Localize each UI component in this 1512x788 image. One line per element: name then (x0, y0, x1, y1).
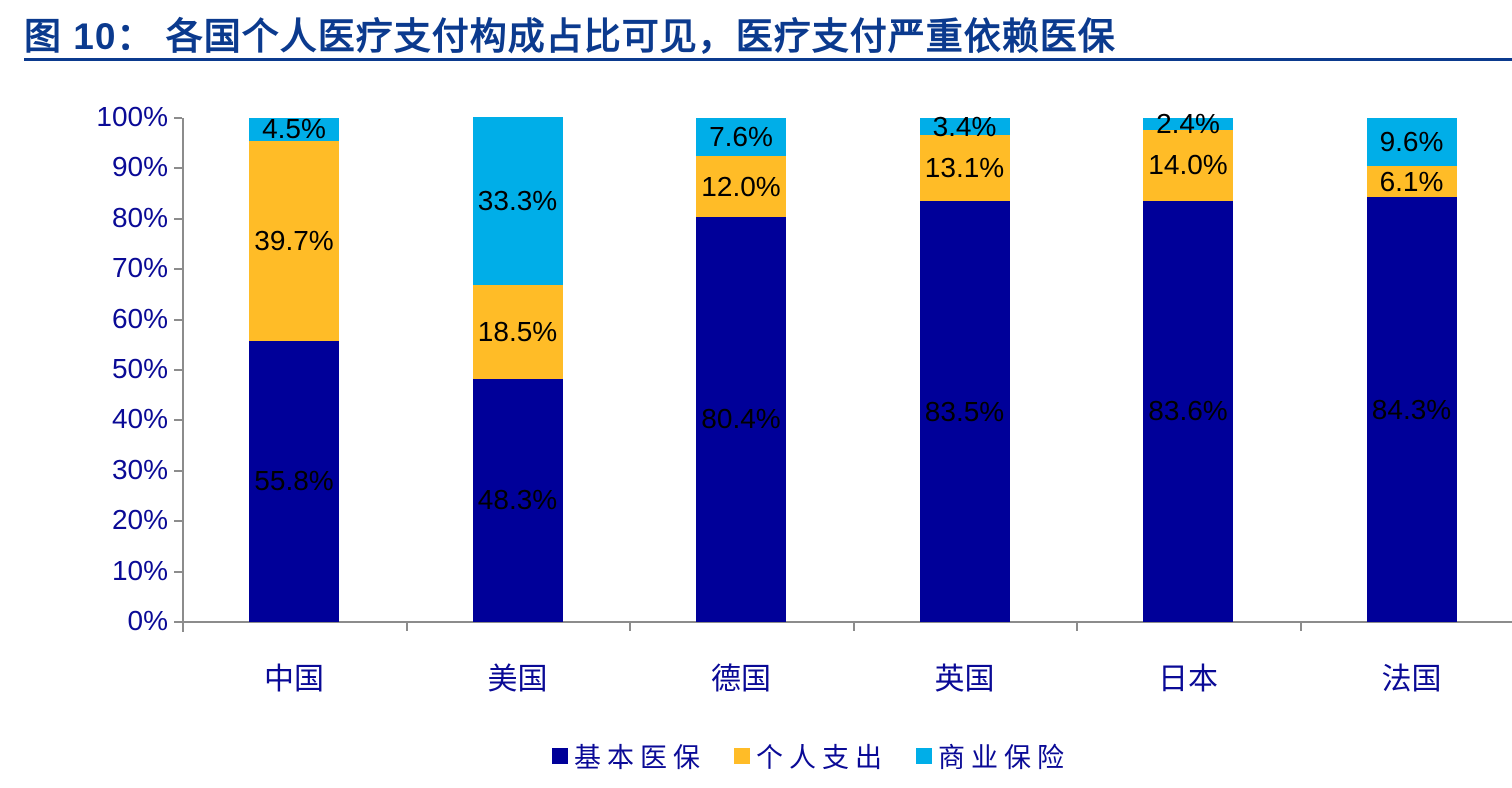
x-category-label: 中国 (264, 662, 324, 697)
y-tick-label: 30% (111, 453, 168, 485)
y-tick-label: 10% (111, 554, 168, 586)
bar-segment (1366, 118, 1457, 167)
data-label: 7.6% (709, 121, 773, 153)
legend-label: 基本医保 (574, 743, 706, 774)
bar-segment (472, 378, 563, 622)
y-tick-label: 90% (111, 151, 168, 183)
bar-segment (919, 201, 1010, 622)
data-label: 33.3% (477, 185, 558, 217)
x-category-label: 法国 (1381, 662, 1442, 697)
bar-segment (919, 135, 1010, 202)
bar-segment (919, 118, 1010, 136)
y-tick-label: 50% (111, 353, 168, 384)
bar-segment (249, 118, 339, 141)
y-tick (174, 419, 182, 422)
y-tick-label: 20% (111, 504, 168, 536)
y-tick (174, 469, 182, 472)
y-tick (174, 268, 182, 271)
data-label: 84.3% (1371, 393, 1452, 425)
bar-segment (1366, 197, 1457, 622)
data-label: 4.5% (262, 113, 326, 145)
data-label: 3.4% (932, 110, 997, 142)
y-tick (174, 318, 182, 321)
bar-segment (472, 117, 563, 286)
bar-segment (1366, 166, 1457, 198)
data-label: 2.4% (1156, 108, 1220, 140)
bar-segment (249, 140, 339, 341)
x-category-label: 日本 (1158, 662, 1218, 697)
data-label: 39.7% (254, 224, 334, 256)
bar-segment (696, 118, 786, 157)
bar-segment (1143, 200, 1233, 622)
legend-swatch-icon (734, 747, 750, 764)
data-label: 80.4% (701, 403, 781, 435)
y-tick (174, 217, 182, 220)
bar-segment (249, 340, 339, 622)
data-label: 55.8% (254, 465, 334, 497)
data-label: 6.1% (1379, 165, 1444, 197)
y-tick-label: 40% (111, 403, 168, 435)
data-label: 48.3% (477, 484, 558, 516)
y-tick-label: 100% (96, 101, 168, 132)
x-category-label: 美国 (487, 662, 548, 697)
legend-item: 个人支出 (734, 736, 888, 775)
y-tick (174, 117, 182, 119)
legend: 基本医保 个人支出 商业保险 (552, 736, 1098, 775)
y-tick (174, 621, 182, 623)
y-tick (174, 167, 182, 170)
y-tick-label: 80% (111, 201, 168, 233)
x-tick (1299, 622, 1302, 631)
x-axis-line (182, 621, 1512, 623)
data-label: 83.6% (1148, 395, 1228, 427)
data-label: 83.5% (924, 395, 1005, 427)
y-tick (174, 369, 182, 371)
legend-item: 基本医保 (552, 736, 706, 775)
bar-segment (1143, 118, 1233, 131)
y-tick (174, 570, 182, 573)
legend-swatch-icon (916, 747, 932, 764)
data-label: 14.0% (1148, 149, 1228, 181)
x-tick (1076, 622, 1078, 631)
legend-swatch-icon (552, 747, 568, 764)
y-tick-label: 70% (111, 252, 168, 284)
x-tick (182, 622, 184, 631)
data-label: 9.6% (1379, 126, 1444, 158)
bar-segment (696, 216, 786, 622)
y-tick (174, 520, 182, 523)
x-tick (852, 622, 855, 631)
legend-item: 商业保险 (916, 736, 1070, 775)
legend-label: 个人支出 (756, 743, 888, 774)
data-label: 12.0% (701, 170, 781, 202)
y-axis-line (182, 118, 184, 632)
title-underline (24, 58, 1512, 61)
y-tick-label: 0% (127, 605, 168, 636)
x-category-label: 德国 (711, 662, 771, 697)
x-tick (405, 622, 408, 631)
legend-label: 商业保险 (938, 743, 1070, 774)
bar-segment (472, 285, 563, 379)
bar-segment (696, 156, 786, 217)
bar-segment (1143, 130, 1233, 201)
figure-title: 图 10： 各国个人医疗支付构成占比可见，医疗支付严重依赖医保 (24, 16, 1116, 57)
data-label: 13.1% (924, 152, 1005, 184)
y-tick-label: 60% (111, 302, 168, 334)
data-label: 18.5% (477, 315, 558, 347)
x-tick (629, 622, 631, 631)
x-category-label: 英国 (934, 662, 995, 697)
